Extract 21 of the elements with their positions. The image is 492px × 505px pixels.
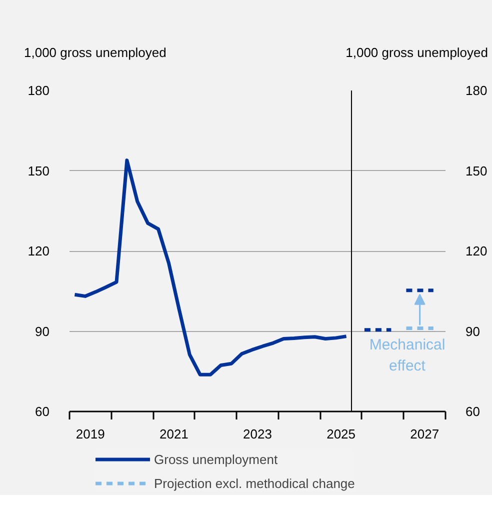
y-tick-label: 150 bbox=[28, 163, 50, 178]
y2-tick-label: 150 bbox=[466, 163, 488, 178]
y2-axis-title: 1,000 gross unemployed bbox=[346, 44, 488, 62]
y2-tick-label: 120 bbox=[466, 244, 488, 258]
y2-tick-label: 90 bbox=[466, 324, 480, 339]
x-tick-label: 2027 bbox=[410, 426, 440, 442]
y-tick-label: 120 bbox=[28, 244, 50, 258]
x-tick-label: 2019 bbox=[76, 426, 105, 442]
y-axis-title: 1,000 gross unemployed bbox=[24, 44, 166, 62]
y-tick-label: 90 bbox=[35, 324, 50, 339]
legend-label: Projection excl. methodical change bbox=[154, 475, 355, 491]
x-tick-label: 2023 bbox=[243, 426, 272, 442]
x-tick-label: 2021 bbox=[159, 426, 188, 442]
line-series bbox=[72, 158, 348, 376]
legend-label: Gross unemployment bbox=[154, 451, 278, 467]
y-tick-label: 180 bbox=[28, 83, 50, 98]
annotation: Mechanical effect bbox=[369, 336, 446, 375]
y2-tick-label: 60 bbox=[466, 404, 480, 419]
y-tick-label: 60 bbox=[35, 404, 50, 419]
y2-tick-label: 180 bbox=[466, 83, 488, 98]
x-tick-label: 2025 bbox=[326, 426, 356, 442]
